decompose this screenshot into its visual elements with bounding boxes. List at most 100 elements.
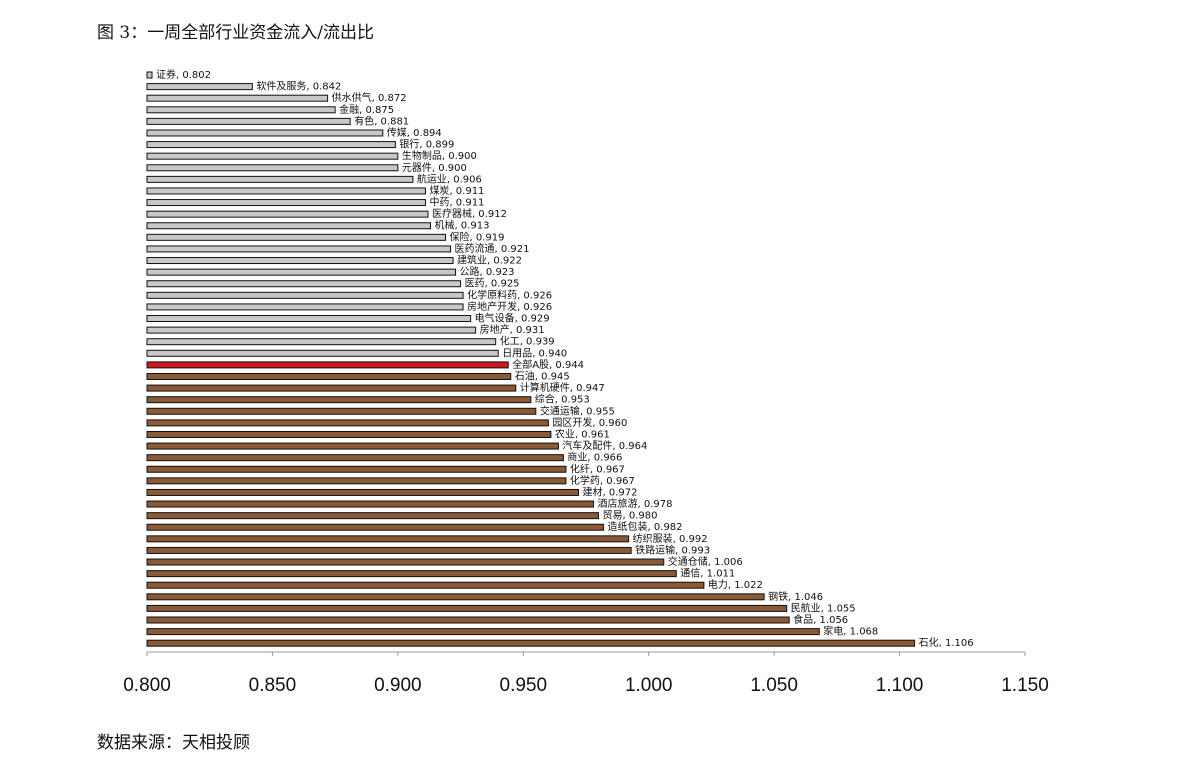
value-label: , 1.068 [843, 627, 878, 638]
category-label: 化学原料药 [467, 288, 517, 301]
category-label: 纺织服装 [633, 532, 673, 545]
category-label: 石油 [515, 369, 535, 382]
value-label: , 0.929 [515, 314, 550, 325]
data-label: 中药, 0.911 [429, 196, 484, 209]
category-label: 汽车及配件 [562, 439, 612, 452]
value-label: , 1.055 [821, 603, 856, 614]
value-label: , 0.960 [592, 418, 627, 429]
category-label: 证券 [156, 68, 176, 81]
data-label: 公路, 0.923 [460, 265, 515, 278]
category-label: 医疗器械 [432, 207, 472, 220]
bar [146, 106, 336, 114]
category-label: 铁路运输 [635, 543, 675, 556]
bar [146, 512, 600, 520]
category-label: 综合 [535, 393, 555, 406]
value-label: , 0.939 [520, 337, 555, 348]
category-label: 银行 [399, 138, 419, 151]
category-label: 通信 [680, 568, 700, 580]
value-label: , 0.900 [442, 151, 477, 162]
data-label: 保险, 0.919 [450, 230, 505, 243]
category-label: 煤炭 [429, 184, 449, 197]
category-label: 机械 [434, 219, 454, 232]
data-label: 石化, 1.106 [919, 636, 974, 649]
category-label: 有色 [354, 114, 374, 127]
bar [146, 280, 462, 288]
category-label: 保险 [450, 230, 470, 243]
bar [146, 83, 253, 91]
data-label: 医药流通, 0.921 [455, 242, 530, 255]
category-label: 化工 [500, 335, 520, 348]
category-label: 传媒 [387, 127, 407, 139]
category-label: 供水供气 [332, 91, 372, 104]
data-label: 钢铁, 1.046 [768, 590, 823, 603]
bar [146, 442, 559, 450]
bar [146, 338, 497, 346]
value-label: , 0.967 [600, 476, 635, 487]
value-label: , 0.875 [359, 105, 394, 116]
bar [146, 257, 454, 265]
bar [146, 558, 665, 566]
value-label: , 0.926 [517, 290, 552, 301]
data-label: 房地产, 0.931 [480, 323, 545, 336]
source-note: 数据来源：天相投顾 [97, 733, 250, 753]
value-label: , 0.919 [470, 232, 505, 243]
value-label: , 0.964 [612, 441, 647, 452]
category-label: 日用品 [502, 347, 532, 359]
value-label: , 0.925 [485, 279, 520, 290]
category-label: 中药 [429, 196, 449, 209]
value-label: , 0.842 [306, 82, 341, 93]
value-label: , 0.955 [580, 406, 615, 417]
bar [146, 303, 464, 311]
x-tick-label: 1.000 [625, 675, 673, 696]
value-label: , 0.913 [454, 221, 489, 232]
value-label: , 1.046 [788, 592, 823, 603]
value-label: , 0.881 [374, 116, 409, 127]
value-label: , 1.011 [700, 569, 735, 580]
data-label: 生物制品, 0.900 [402, 149, 477, 162]
category-label: 商业 [567, 451, 587, 464]
data-label: 综合, 0.953 [535, 393, 590, 406]
bar [146, 546, 632, 554]
bar [146, 581, 705, 589]
category-label: 全部A股 [512, 358, 549, 371]
category-label: 医药 [465, 278, 485, 290]
value-label: , 1.106 [939, 638, 974, 649]
bar [146, 210, 429, 218]
data-label: 计算机硬件, 0.947 [520, 381, 605, 394]
data-label: 汽车及配件, 0.964 [562, 439, 647, 452]
value-label: , 0.966 [587, 453, 622, 464]
data-label: 交通仓储, 1.006 [668, 555, 743, 568]
bar [146, 326, 477, 334]
data-label: 化纤, 0.967 [570, 462, 625, 475]
data-label: 建材, 0.972 [582, 485, 637, 498]
bar [146, 384, 517, 392]
value-label: , 1.056 [813, 615, 848, 626]
data-label: 元器件, 0.900 [402, 162, 467, 174]
bar [146, 222, 431, 230]
bar [146, 199, 426, 207]
value-label: , 0.945 [535, 371, 570, 382]
bar [146, 570, 677, 578]
value-label: , 0.944 [549, 360, 584, 371]
value-label: , 0.967 [590, 464, 625, 475]
value-label: , 0.940 [532, 348, 567, 359]
value-label: , 0.900 [432, 163, 467, 174]
category-label: 房地产开发 [467, 300, 517, 313]
bar [146, 291, 464, 299]
data-label: 铁路运输, 0.993 [635, 543, 710, 556]
bar [146, 141, 396, 149]
data-label: 全部A股, 0.944 [512, 358, 584, 371]
data-label: 银行, 0.899 [399, 138, 454, 151]
bar [146, 268, 457, 276]
category-label: 钢铁 [768, 590, 788, 603]
value-label: , 0.961 [575, 429, 610, 440]
category-label: 交通运输 [540, 404, 580, 417]
data-label: 纺织服装, 0.992 [633, 532, 708, 545]
bar [146, 361, 509, 369]
value-label: , 0.993 [675, 545, 710, 556]
value-label: , 0.921 [495, 244, 530, 255]
data-label: 家电, 1.068 [823, 625, 878, 638]
bar [146, 407, 537, 415]
bar [146, 535, 630, 543]
data-label: 食品, 1.056 [793, 613, 848, 626]
